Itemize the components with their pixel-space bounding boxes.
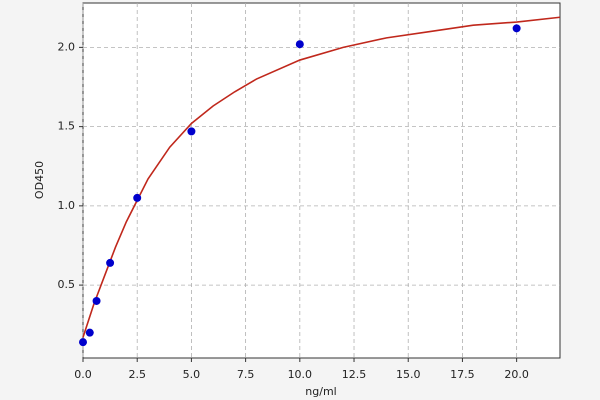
x-tick-label: 17.5 — [450, 368, 475, 381]
y-tick-label: 1.5 — [58, 120, 76, 133]
x-axis-title: ng/ml — [305, 385, 336, 398]
data-point — [106, 258, 115, 267]
y-tick-label: 0.5 — [58, 278, 76, 291]
y-tick-label: 2.0 — [58, 40, 76, 53]
x-tick-label: 15.0 — [396, 368, 421, 381]
y-axis-title: OD450 — [33, 161, 46, 199]
x-tick-label: 5.0 — [183, 368, 201, 381]
x-tick-label: 7.5 — [237, 368, 255, 381]
data-point — [133, 193, 142, 202]
x-tick-label: 12.5 — [342, 368, 367, 381]
x-tick-label: 2.5 — [128, 368, 146, 381]
data-point — [79, 338, 87, 347]
x-tick-label: 20.0 — [504, 368, 529, 381]
plot-area — [82, 2, 561, 359]
y-tick-label: 1.0 — [58, 199, 76, 212]
x-tick-label: 10.0 — [288, 368, 313, 381]
x-tick-label: 0.0 — [74, 368, 92, 381]
data-point — [295, 40, 304, 49]
data-point — [85, 328, 94, 337]
data-point — [92, 296, 101, 305]
data-point — [512, 24, 521, 33]
data-point — [187, 127, 196, 136]
fit-curve — [82, 16, 561, 338]
